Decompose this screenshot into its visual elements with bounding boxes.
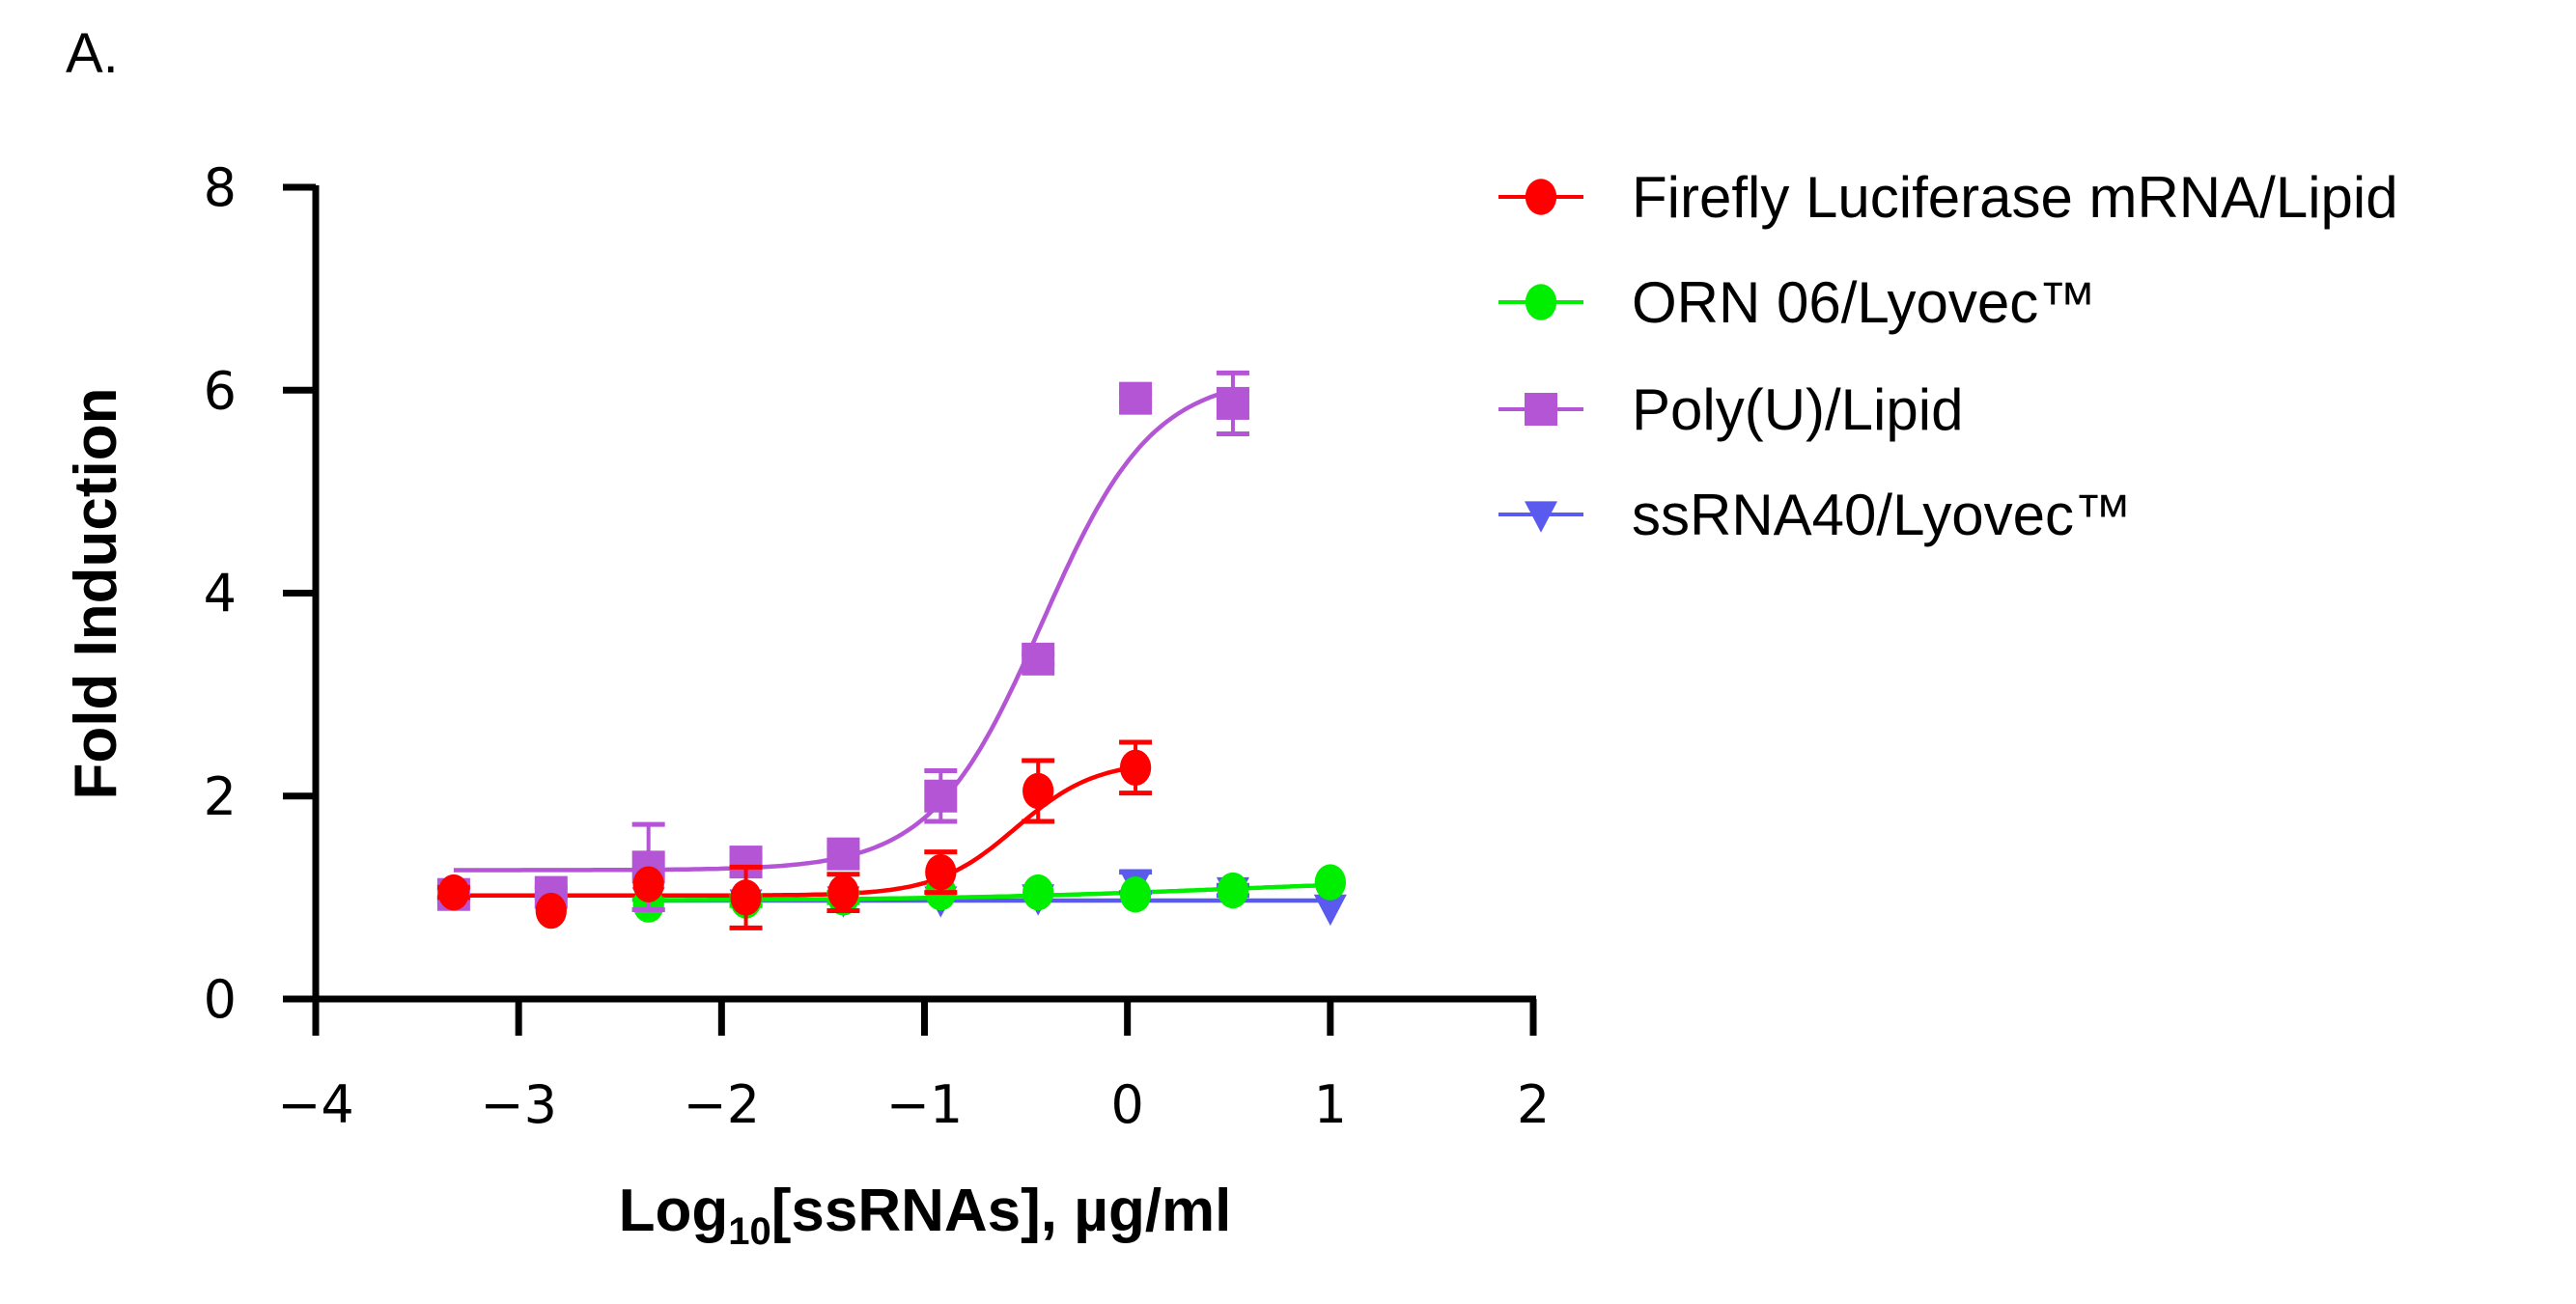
y-tick-label: 6 bbox=[204, 360, 237, 421]
fit-curve bbox=[648, 882, 1330, 902]
data-points bbox=[436, 370, 1347, 930]
marker-circle bbox=[827, 874, 859, 911]
data-point bbox=[826, 837, 860, 871]
legend-item: ssRNA40/Lyovec™ bbox=[1498, 483, 2132, 547]
data-point bbox=[632, 866, 664, 902]
x-tick-label: 2 bbox=[1517, 1074, 1550, 1135]
x-tick-label: −4 bbox=[277, 1074, 354, 1135]
data-point bbox=[1314, 864, 1346, 901]
legend-label: Firefly Luciferase mRNA/Lipid bbox=[1632, 165, 2398, 230]
data-point bbox=[924, 849, 958, 896]
marker-circle bbox=[1525, 179, 1557, 215]
marker-triangle bbox=[1313, 894, 1347, 927]
panel-label: A. bbox=[66, 22, 119, 85]
x-axis-label-pre: Log bbox=[619, 1178, 729, 1244]
y-tick-label: 0 bbox=[204, 969, 237, 1030]
marker-circle bbox=[925, 853, 957, 891]
marker-square bbox=[924, 779, 958, 813]
data-point bbox=[826, 872, 860, 914]
x-axis-label-post: [ssRNAs], µg/ml bbox=[771, 1178, 1232, 1244]
marker-circle bbox=[1525, 284, 1557, 320]
marker-circle bbox=[1314, 864, 1346, 901]
x-tick-label: −1 bbox=[886, 1074, 964, 1135]
marker-square bbox=[1525, 393, 1557, 426]
marker-circle bbox=[1119, 749, 1152, 787]
fit-curves bbox=[453, 387, 1330, 903]
data-point bbox=[1022, 874, 1054, 911]
axes: 0 2 4 6 8 −4 −3 −2 −1 0 1 2 bbox=[204, 157, 1551, 1135]
marker-circle bbox=[632, 866, 664, 902]
marker-circle bbox=[1217, 872, 1249, 909]
fit-curve bbox=[453, 387, 1234, 873]
x-axis-label: Log10[ssRNAs], µg/ml bbox=[619, 1178, 1232, 1253]
data-point bbox=[924, 767, 958, 824]
data-point bbox=[1119, 739, 1153, 796]
y-tick-label: 8 bbox=[204, 157, 237, 218]
marker-circle bbox=[1022, 772, 1054, 810]
marker-circle bbox=[730, 879, 762, 916]
x-tick-label: 1 bbox=[1314, 1074, 1347, 1135]
data-point bbox=[1119, 381, 1153, 415]
legend-item: Poly(U)/Lipid bbox=[1498, 377, 1963, 442]
x-tick-label: −3 bbox=[480, 1074, 557, 1135]
marker-circle bbox=[437, 874, 470, 911]
marker-circle bbox=[1022, 874, 1054, 911]
data-point bbox=[1313, 894, 1347, 927]
data-point bbox=[1022, 642, 1055, 676]
data-point bbox=[729, 864, 763, 930]
marker-circle bbox=[535, 892, 567, 929]
legend-item: Firefly Luciferase mRNA/Lipid bbox=[1498, 165, 2398, 230]
marker-square bbox=[826, 837, 860, 871]
y-tick-label: 4 bbox=[204, 564, 237, 624]
data-point bbox=[1119, 876, 1152, 913]
marker-square bbox=[1022, 642, 1055, 676]
legend-label: Poly(U)/Lipid bbox=[1632, 377, 1963, 442]
marker-square bbox=[1216, 386, 1249, 420]
legend-item: ORN 06/Lyovec™ bbox=[1498, 270, 2096, 335]
y-tick-label: 2 bbox=[204, 766, 237, 827]
legend-label: ssRNA40/Lyovec™ bbox=[1632, 483, 2132, 547]
data-point bbox=[1217, 872, 1249, 909]
y-axis-label: Fold Induction bbox=[63, 387, 129, 799]
marker-triangle bbox=[1525, 501, 1557, 533]
legend-label: ORN 06/Lyovec™ bbox=[1632, 270, 2096, 335]
x-tick-label: −2 bbox=[684, 1074, 761, 1135]
data-point bbox=[1022, 758, 1055, 824]
data-point bbox=[436, 874, 470, 911]
marker-square bbox=[1119, 381, 1153, 415]
data-point bbox=[535, 892, 567, 929]
data-point bbox=[1216, 370, 1249, 436]
x-axis-label-sub: 10 bbox=[728, 1210, 771, 1253]
x-tick-label: 0 bbox=[1110, 1074, 1143, 1135]
legend: Firefly Luciferase mRNA/Lipid ORN 06/Lyov… bbox=[1498, 165, 2398, 547]
marker-circle bbox=[1119, 876, 1152, 913]
